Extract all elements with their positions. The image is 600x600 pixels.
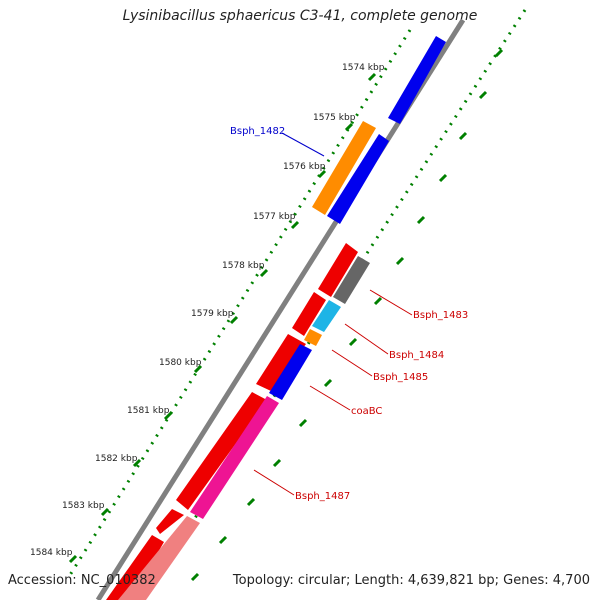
genome-summary-text: Topology: circular; Length: 4,639,821 bp… (232, 573, 590, 588)
cds-bsph-1482[interactable] (327, 134, 389, 224)
label-bsph-1485[interactable]: Bsph_1485 (373, 372, 428, 383)
feature-cyan-1484[interactable] (312, 300, 341, 332)
tick-label-1584: 1584 kbp (30, 548, 73, 558)
accession-text: Accession: NC_010382 (8, 573, 156, 588)
tick-label-1578: 1578 kbp (222, 261, 265, 271)
feature-orange-1482[interactable] (312, 121, 376, 215)
cds-blue-coabc[interactable] (269, 344, 312, 400)
outer-dotted-track (68, 29, 412, 576)
cds-red-2[interactable] (292, 292, 326, 336)
tick-label-1574: 1574 kbp (342, 63, 385, 73)
tick-label-1575: 1575 kbp (313, 113, 356, 123)
outer-major-ticks (68, 72, 377, 564)
label-bsph-1483[interactable]: Bsph_1483 (413, 310, 468, 321)
cds-red-6[interactable] (106, 535, 164, 600)
leader-bsph-1484 (344, 323, 389, 355)
tick-label-1577: 1577 kbp (253, 212, 296, 222)
feature-magenta-1487[interactable] (190, 396, 279, 519)
leader-bsph-1482 (281, 132, 325, 157)
cds-red-5[interactable] (156, 509, 184, 534)
feature-salmon[interactable] (118, 516, 200, 600)
label-bsph-1482[interactable]: Bsph_1482 (230, 126, 285, 137)
tick-label-1583: 1583 kbp (62, 501, 105, 511)
leader-bsph-1487 (253, 469, 295, 496)
leader-bsph-1483 (369, 289, 413, 316)
cds-red-1[interactable] (318, 243, 358, 297)
tick-label-1580: 1580 kbp (159, 358, 202, 368)
feature-orange-1485[interactable] (304, 329, 322, 346)
tick-label-1576: 1576 kbp (283, 162, 326, 172)
tick-label-1579: 1579 kbp (191, 309, 234, 319)
label-bsph-1487[interactable]: Bsph_1487 (295, 491, 350, 502)
map-title: Lysinibacillus sphaericus C3-41, complet… (122, 8, 478, 24)
inner-major-ticks (190, 48, 504, 582)
leader-coabc (309, 385, 351, 411)
cds-red-3[interactable] (256, 334, 306, 391)
cds-blue-top[interactable] (388, 36, 446, 124)
tick-label-1582: 1582 kbp (95, 454, 138, 464)
cds-red-4[interactable] (176, 392, 267, 510)
feature-gray-1483[interactable] (333, 256, 370, 304)
tick-label-1581: 1581 kbp (127, 406, 170, 416)
label-bsph-1484[interactable]: Bsph_1484 (389, 350, 444, 361)
label-coabc[interactable]: coaBC (351, 406, 382, 417)
leader-bsph-1485 (331, 349, 373, 377)
